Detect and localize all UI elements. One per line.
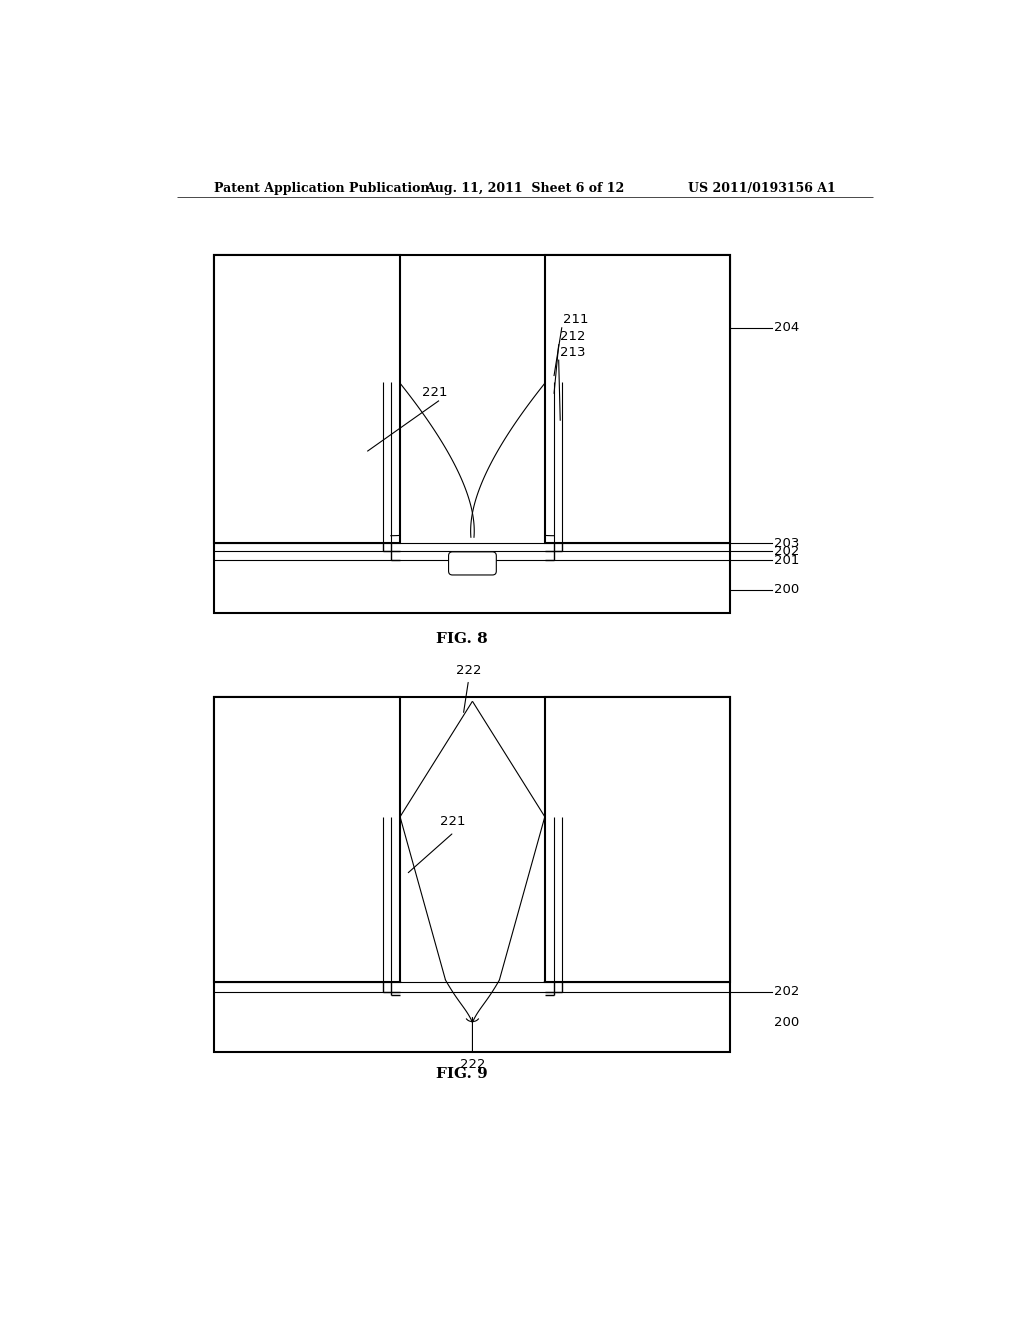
Bar: [214, 697, 400, 982]
Text: 221: 221: [440, 816, 466, 829]
Text: 200: 200: [774, 583, 800, 597]
Text: Patent Application Publication: Patent Application Publication: [214, 182, 429, 194]
Text: 222: 222: [460, 1057, 485, 1071]
Bar: [545, 697, 730, 982]
Text: 204: 204: [774, 321, 800, 334]
Text: 203: 203: [774, 537, 800, 550]
Text: 202: 202: [774, 545, 800, 557]
Text: Aug. 11, 2011  Sheet 6 of 12: Aug. 11, 2011 Sheet 6 of 12: [425, 182, 625, 194]
Bar: [545, 255, 730, 544]
Text: 213: 213: [560, 346, 586, 359]
Bar: [214, 255, 730, 612]
Text: FIG. 9: FIG. 9: [436, 1067, 487, 1081]
Text: 221: 221: [422, 385, 447, 399]
Text: 222: 222: [456, 664, 481, 677]
Text: US 2011/0193156 A1: US 2011/0193156 A1: [688, 182, 836, 194]
Text: 200: 200: [774, 1016, 800, 1028]
FancyBboxPatch shape: [449, 552, 497, 576]
Text: FIG. 8: FIG. 8: [436, 632, 487, 645]
Bar: [214, 255, 400, 544]
Text: 212: 212: [560, 330, 586, 343]
Text: 201: 201: [774, 554, 800, 566]
Text: 211: 211: [563, 313, 589, 326]
Bar: [214, 697, 730, 1052]
Text: 202: 202: [774, 985, 800, 998]
